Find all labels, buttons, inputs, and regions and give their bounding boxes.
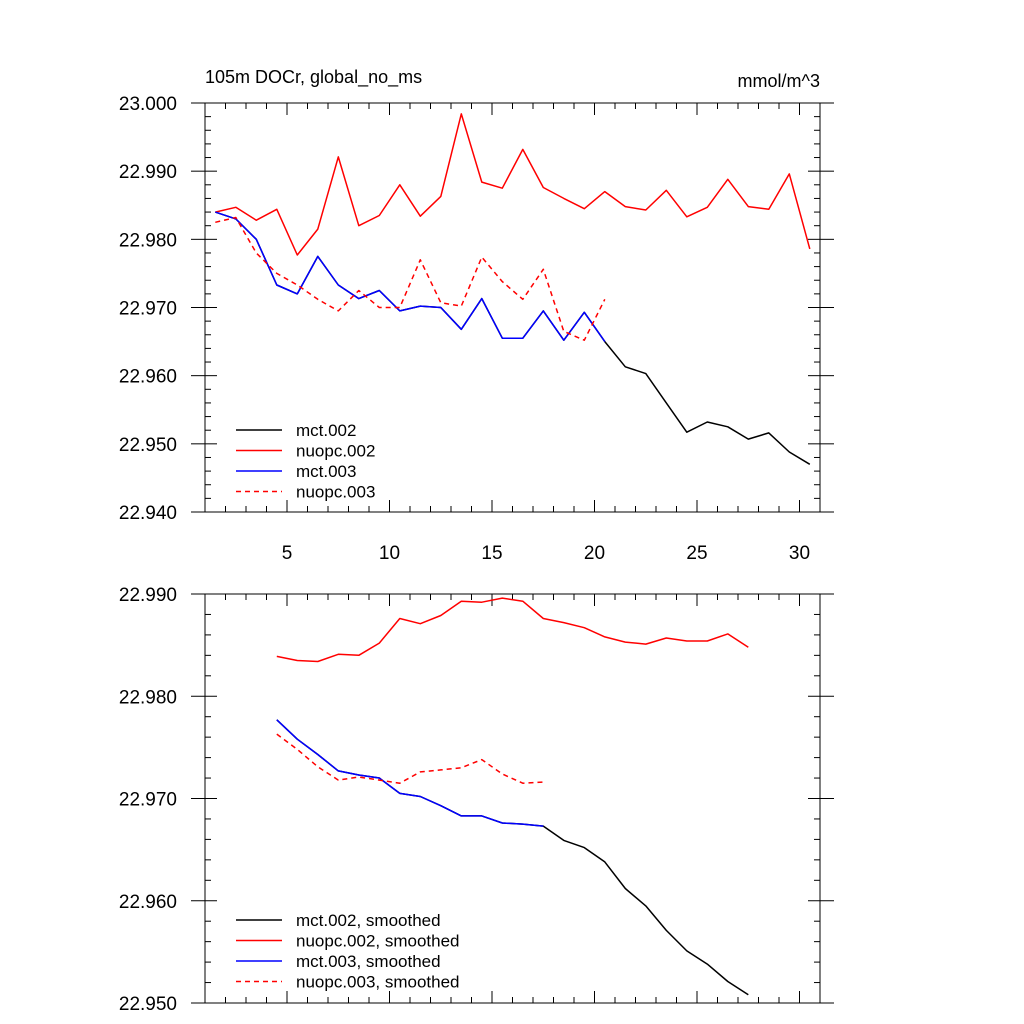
y-tick-label: 22.970 <box>119 790 177 811</box>
series-line-mct-003 <box>215 211 606 343</box>
y-tick-label: 22.960 <box>119 367 177 388</box>
legend-label: mct.003 <box>296 462 356 481</box>
top-panel: 5 10 15 20 25 30 22.940 22.950 22.960 22.970 22.98… <box>119 67 834 564</box>
y-tick-label: 22.960 <box>119 892 177 913</box>
x-tick-label: 20 <box>584 543 605 564</box>
legend-label: nuopc.002, smoothed <box>296 932 460 951</box>
x-tick-label: 30 <box>789 543 810 564</box>
y-tick-label: 22.990 <box>119 585 177 606</box>
y-tick-label: 22.970 <box>119 299 177 320</box>
y-tick-label: 23.000 <box>119 94 177 115</box>
x-tick-label: 10 <box>379 543 400 564</box>
y-tick-label: 22.980 <box>119 687 177 708</box>
x-tick-label: 5 <box>282 543 293 564</box>
legend-label: mct.002, smoothed <box>296 911 441 930</box>
series-line-nuopc-003 <box>215 216 606 341</box>
legend-label: nuopc.002 <box>296 442 375 461</box>
y-tick-label: 22.950 <box>119 994 177 1015</box>
series-line-mct-003-smoothed <box>276 719 544 827</box>
legend-label: nuopc.003 <box>296 483 375 502</box>
legend-label: mct.002 <box>296 421 356 440</box>
chart-title: 105m DOCr, global_no_ms <box>205 67 422 88</box>
legend-label: nuopc.003, smoothed <box>296 973 460 992</box>
series-line-nuopc-002 <box>215 113 811 256</box>
y-tick-label: 22.990 <box>119 162 177 183</box>
y-tick-label: 22.940 <box>119 503 177 524</box>
series-line-nuopc-003-smoothed <box>276 733 544 784</box>
units-label: mmol/m^3 <box>738 71 820 91</box>
y-tick-label: 22.980 <box>119 230 177 251</box>
x-tick-label: 15 <box>481 543 502 564</box>
y-tick-label: 22.950 <box>119 435 177 456</box>
bottom-panel: 22.950 22.960 22.970 22.980 22.990 mct.002, s… <box>119 585 834 1015</box>
x-tick-label: 25 <box>686 543 707 564</box>
legend-label: mct.003, smoothed <box>296 952 441 971</box>
series-line-nuopc-002-smoothed <box>276 597 749 663</box>
